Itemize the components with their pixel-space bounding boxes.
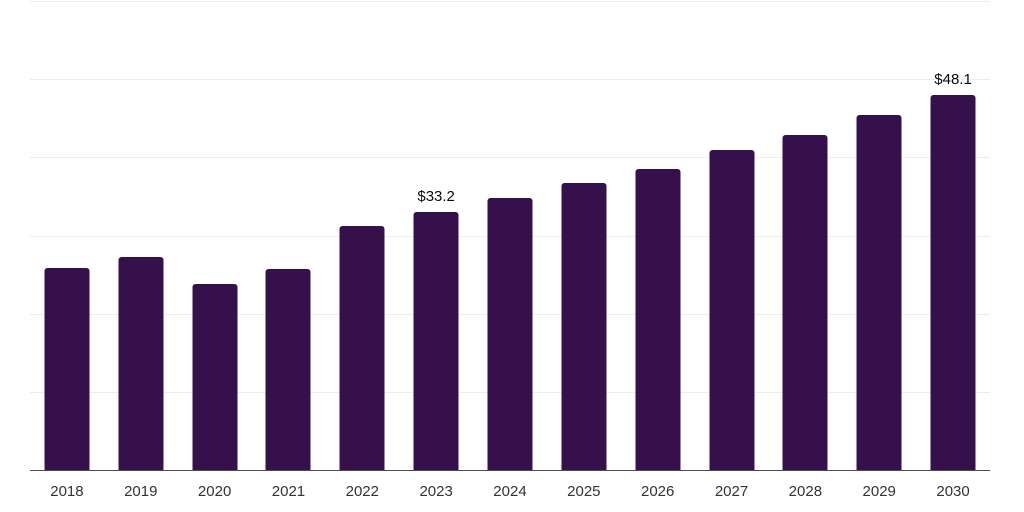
- x-tick-2030: 2030: [936, 483, 970, 500]
- bar-2029: [856, 115, 902, 471]
- x-tick-2022: 2022: [345, 483, 379, 500]
- bar-band-2025: [547, 0, 621, 471]
- bar-band-2024: [473, 0, 547, 471]
- bar-band-2022: [325, 0, 399, 471]
- bar-band-2019: [104, 0, 178, 471]
- x-tick-2023: 2023: [419, 483, 453, 500]
- x-tick-2028: 2028: [788, 483, 823, 500]
- bar-bands: $33.2 $48.1: [30, 0, 990, 471]
- gridline-50: [30, 79, 990, 81]
- bar-band-2020: [178, 0, 252, 471]
- bar-band-2026: [621, 0, 695, 471]
- bar-2028: [782, 134, 828, 471]
- x-tick-2024: 2024: [493, 483, 527, 500]
- bar-band-2021: [252, 0, 326, 471]
- bar-2027: [709, 149, 755, 471]
- x-axis-tick-labels: 2018 2019 2020 2021 2022 2023 2024 2025 2026 2027…: [30, 482, 990, 502]
- bar-2019: [118, 256, 164, 471]
- x-tick-2018: 2018: [50, 483, 84, 500]
- bar-band-2028: [768, 0, 842, 471]
- bar-2021: [265, 269, 311, 471]
- x-tick-2027: 2027: [714, 483, 749, 500]
- x-tick-2029: 2029: [862, 483, 896, 500]
- value-label-2023: $33.2: [417, 187, 455, 205]
- bar-band-2023: $33.2: [399, 0, 473, 471]
- x-tick-2019: 2019: [124, 483, 158, 500]
- x-tick-2026: 2026: [640, 483, 675, 500]
- gridline-60: [30, 1, 990, 2]
- bar-2022: [339, 225, 385, 471]
- plot-area: $33.2 $48.1: [30, 0, 990, 471]
- gridline-40: [30, 157, 990, 159]
- bar-2020: [192, 284, 238, 471]
- bar-2024: [487, 198, 533, 471]
- x-tick-2021: 2021: [271, 483, 306, 500]
- x-axis-line: [30, 470, 990, 471]
- bar-2026: [635, 168, 681, 471]
- bar-band-2018: [30, 0, 104, 471]
- bar-2025: [561, 182, 607, 471]
- bar-2030: [930, 95, 976, 471]
- bar-band-2029: [842, 0, 916, 471]
- bar-2018: [44, 267, 90, 471]
- x-tick-2020: 2020: [197, 483, 232, 500]
- bar-band-2027: [695, 0, 769, 471]
- x-tick-2025: 2025: [567, 483, 601, 500]
- bar-band-2030: $48.1: [916, 0, 990, 471]
- bar-chart: $33.2 $48.1 2018 2019 2020 2021 2022 2023 2024 2…: [30, 0, 990, 512]
- bar-2023: [413, 211, 459, 471]
- value-label-2030: $48.1: [934, 71, 972, 89]
